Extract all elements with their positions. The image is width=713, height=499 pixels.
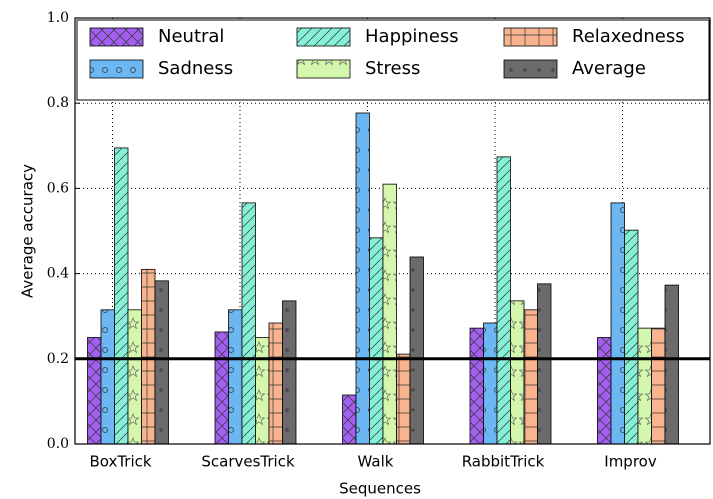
x-tick-label: ScarvesTrick (201, 453, 295, 471)
y-tick-label: 0.6 (47, 180, 69, 196)
bar-hatch (155, 280, 169, 444)
x-axis-label: Sequences (339, 480, 421, 498)
bar-hatch (396, 354, 410, 444)
legend-box (76, 19, 710, 101)
x-tick-label: Walk (358, 453, 394, 471)
bar-hatch (87, 337, 101, 444)
legend-hatch (297, 28, 350, 46)
legend-label: Stress (365, 58, 420, 79)
bar-hatch (624, 230, 638, 444)
bar-hatch (356, 112, 370, 445)
bar-hatch (410, 256, 424, 444)
bar-hatch (524, 309, 538, 444)
legend-hatch (504, 28, 557, 46)
legend-hatch (297, 60, 350, 78)
bar-hatch (114, 147, 128, 444)
legend-label: Happiness (365, 26, 459, 47)
legend-label: Relaxedness (572, 26, 685, 47)
bar-hatch (470, 328, 484, 444)
bar-hatch (141, 269, 155, 444)
legend: Neutral Sadness Happiness Stress Relaxedness… (76, 19, 710, 101)
x-tick-label: Improv (604, 453, 657, 471)
bar-hatch (510, 300, 524, 444)
bar-hatch (282, 300, 296, 444)
bar-hatch (611, 202, 625, 444)
bar-hatch (242, 202, 256, 444)
bar-hatch (497, 156, 511, 444)
bar-hatch (128, 309, 142, 444)
y-tick-label: 0.4 (47, 266, 69, 282)
bar-hatch (215, 331, 229, 444)
legend-label: Average (572, 58, 646, 79)
x-tick-label: RabbitTrick (462, 453, 545, 471)
plot-frame (74, 17, 711, 445)
bar-hatch (269, 323, 283, 444)
y-tick-label: 0.0 (47, 436, 69, 452)
bar-hatch (255, 337, 269, 444)
x-tick-label: BoxTrick (89, 453, 151, 471)
legend-hatch (90, 60, 143, 78)
legend-hatch (90, 28, 143, 46)
bar-hatch (369, 237, 383, 444)
y-axis-label: Average accuracy (19, 164, 37, 298)
bar-hatch (638, 328, 652, 444)
y-tick-label: 0.2 (47, 351, 69, 367)
y-tick-label: 1.0 (47, 10, 69, 26)
bar-hatch (383, 184, 397, 444)
bar-hatch (651, 328, 665, 444)
legend-label: Sadness (158, 58, 233, 79)
bar-hatch (228, 309, 242, 444)
bar-hatch (483, 323, 497, 444)
legend-hatch (504, 60, 557, 78)
y-tick-label: 0.8 (47, 95, 69, 111)
bar-hatch (342, 395, 356, 444)
bar-hatch (597, 337, 611, 444)
bar-hatch (537, 283, 551, 444)
legend-label: Neutral (158, 26, 224, 47)
bar-hatch (101, 309, 115, 444)
bar-hatch (665, 285, 679, 444)
